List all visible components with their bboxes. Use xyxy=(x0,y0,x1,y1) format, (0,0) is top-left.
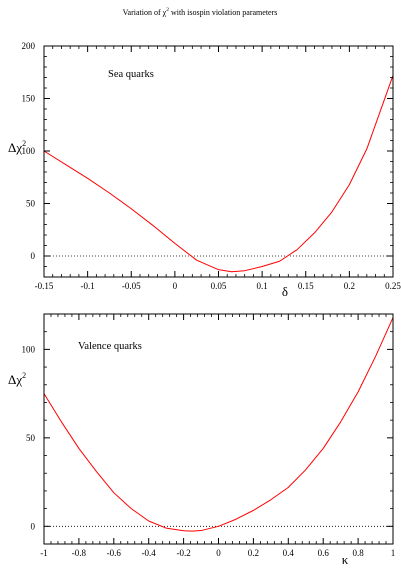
x-tick-label: -0.8 xyxy=(72,548,87,558)
y-axis-label: Δχ2 xyxy=(8,139,26,155)
x-tick-label: -0.2 xyxy=(176,548,190,558)
title-symbol: χ xyxy=(162,8,167,17)
x-axis-label: κ xyxy=(342,552,349,567)
valence-quarks-panel: -1 -0.8 -0.6 -0.4 -0.2 0 0.2 0.4 0.6 0.8 1 0 50 100 Va… xyxy=(8,313,396,567)
y-tick-label: 50 xyxy=(26,433,36,443)
y-axis-label: Δχ2 xyxy=(8,371,26,387)
x-tick-label: 0 xyxy=(173,281,178,291)
x-tick-label: 0.4 xyxy=(283,548,295,558)
x-tick-label: 0.6 xyxy=(318,548,330,558)
series-line-0 xyxy=(43,317,394,532)
title-suffix: with isospin violation parameters xyxy=(169,8,277,17)
x-tick-label: 0.05 xyxy=(211,281,227,291)
y-tick-label: 200 xyxy=(22,41,36,51)
y-tick-label: 100 xyxy=(22,344,36,354)
x-axis-label: δ xyxy=(282,284,288,299)
y-tick-label: 0 xyxy=(31,521,36,531)
x-tick-label: -0.4 xyxy=(142,548,157,558)
x-tick-label: 1 xyxy=(391,548,396,558)
x-tick-label: -0.1 xyxy=(81,281,95,291)
x-tick-label: -0.6 xyxy=(107,548,122,558)
x-tick-label: 0.8 xyxy=(352,548,364,558)
y-tick-label: 50 xyxy=(26,199,36,209)
title-prefix: Variation of xyxy=(123,8,163,17)
sea-quarks-panel: -0.15 -0.1 -0.05 0 0.05 0.1 0.15 0.2 0.25 0 50 100 1… xyxy=(8,41,401,299)
plot-frame xyxy=(43,45,394,278)
y-axis-label-superscript: 2 xyxy=(22,371,26,380)
x-tick-label: 0.25 xyxy=(385,281,401,291)
x-tick-label: 0.2 xyxy=(248,548,259,558)
x-tick-label: 0 xyxy=(216,548,221,558)
y-tick-label: 150 xyxy=(22,94,36,104)
y-tick-label: 100 xyxy=(22,146,36,156)
x-tick-label: -1 xyxy=(40,548,48,558)
y-axis-label-base: Δχ xyxy=(8,372,22,387)
y-tick-label: 0 xyxy=(31,251,36,261)
panel-annotation: Valence quarks xyxy=(78,341,142,352)
x-tick-label: 0.15 xyxy=(298,281,314,291)
x-tick-label: -0.05 xyxy=(122,281,141,291)
y-axis-label-base: Δχ xyxy=(8,140,22,155)
series-line-0 xyxy=(43,75,394,273)
x-tick-label: 0.1 xyxy=(257,281,268,291)
panel-annotation: Sea quarks xyxy=(108,69,154,80)
x-tick-label: -0.15 xyxy=(35,281,54,291)
y-axis-label-superscript: 2 xyxy=(22,139,26,148)
x-tick-label: 0.2 xyxy=(344,281,355,291)
title-superscript: 2 xyxy=(166,7,169,13)
figure-title: Variation of χ2 with isospin violation p… xyxy=(123,7,278,17)
